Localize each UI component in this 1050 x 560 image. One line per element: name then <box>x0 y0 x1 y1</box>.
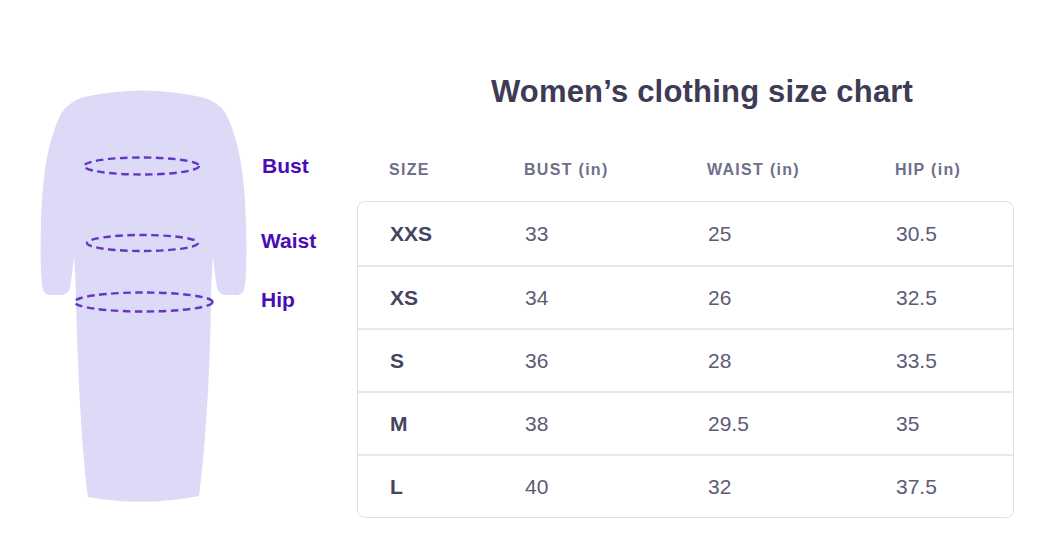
hip-cell: 32.5 <box>896 286 1013 310</box>
bust-cell: 33 <box>525 222 708 246</box>
size-cell: XS <box>390 286 525 310</box>
size-cell: S <box>390 349 525 373</box>
hip-cell: 33.5 <box>896 349 1013 373</box>
waist-cell: 29.5 <box>708 412 896 436</box>
column-header-hip: HIP (in) <box>895 161 1012 179</box>
column-header-size: SIZE <box>389 161 524 179</box>
table-header-row: SIZE BUST (in) WAIST (in) HIP (in) <box>357 161 1012 179</box>
hip-label: Hip <box>261 289 295 310</box>
dress-illustration <box>20 78 260 513</box>
table-row: XS 34 26 32.5 <box>358 265 1013 328</box>
waist-cell: 25 <box>708 222 896 246</box>
size-cell: L <box>390 475 525 499</box>
table-row: XXS 33 25 30.5 <box>358 202 1013 265</box>
table-row: L 40 32 37.5 <box>358 454 1013 517</box>
table-row: M 38 29.5 35 <box>358 391 1013 454</box>
bust-label: Bust <box>262 155 309 176</box>
waist-label: Waist <box>261 230 316 251</box>
table-row: S 36 28 33.5 <box>358 328 1013 391</box>
waist-cell: 32 <box>708 475 896 499</box>
waist-cell: 28 <box>708 349 896 373</box>
bust-cell: 40 <box>525 475 708 499</box>
hip-cell: 37.5 <box>896 475 1013 499</box>
page-title: Women’s clothing size chart <box>357 74 1047 110</box>
bust-cell: 38 <box>525 412 708 436</box>
size-cell: M <box>390 412 525 436</box>
size-cell: XXS <box>390 222 525 246</box>
column-header-waist: WAIST (in) <box>707 161 895 179</box>
hip-cell: 35 <box>896 412 1013 436</box>
size-table: XXS 33 25 30.5 XS 34 26 32.5 S 36 28 33.… <box>357 201 1014 518</box>
column-header-bust: BUST (in) <box>524 161 707 179</box>
bust-cell: 36 <box>525 349 708 373</box>
dress-silhouette <box>41 91 247 502</box>
bust-cell: 34 <box>525 286 708 310</box>
size-chart-infographic: Bust Waist Hip Women’s clothing size cha… <box>0 0 1050 560</box>
waist-cell: 26 <box>708 286 896 310</box>
hip-cell: 30.5 <box>896 222 1013 246</box>
